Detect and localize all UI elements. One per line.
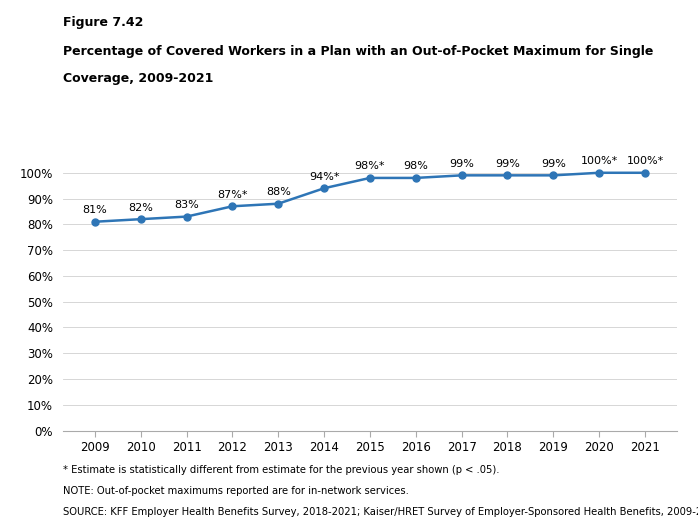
Text: 100%*: 100%* xyxy=(626,156,664,166)
Text: SOURCE: KFF Employer Health Benefits Survey, 2018-2021; Kaiser/HRET Survey of Em: SOURCE: KFF Employer Health Benefits Sur… xyxy=(63,507,698,517)
Text: Figure 7.42: Figure 7.42 xyxy=(63,16,143,29)
Text: 94%*: 94%* xyxy=(309,172,339,182)
Text: Percentage of Covered Workers in a Plan with an Out-of-Pocket Maximum for Single: Percentage of Covered Workers in a Plan … xyxy=(63,45,653,58)
Text: 99%: 99% xyxy=(450,159,474,169)
Text: 98%*: 98%* xyxy=(355,162,385,172)
Text: 88%: 88% xyxy=(266,187,290,197)
Text: 82%: 82% xyxy=(128,203,153,213)
Text: 100%*: 100%* xyxy=(581,156,618,166)
Text: 99%: 99% xyxy=(541,159,566,169)
Text: 83%: 83% xyxy=(174,200,199,210)
Text: NOTE: Out-of-pocket maximums reported are for in-network services.: NOTE: Out-of-pocket maximums reported ar… xyxy=(63,486,409,496)
Text: 81%: 81% xyxy=(82,205,107,215)
Text: Coverage, 2009-2021: Coverage, 2009-2021 xyxy=(63,72,213,86)
Text: 99%: 99% xyxy=(495,159,520,169)
Text: * Estimate is statistically different from estimate for the previous year shown : * Estimate is statistically different fr… xyxy=(63,465,499,475)
Text: 98%: 98% xyxy=(403,162,428,172)
Text: 87%*: 87%* xyxy=(217,190,248,200)
